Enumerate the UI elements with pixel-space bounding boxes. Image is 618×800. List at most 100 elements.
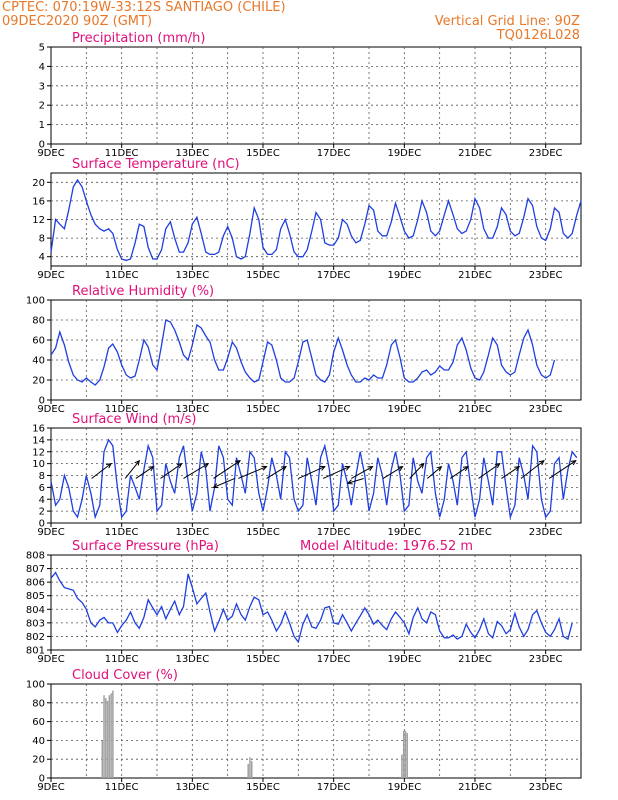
cloud-ytick-label: 80 bbox=[32, 698, 45, 709]
cloud-bar bbox=[103, 695, 105, 778]
cloud-bar bbox=[101, 740, 104, 778]
cloud-bar bbox=[110, 693, 112, 778]
header-model-id: TQ0126L028 bbox=[496, 28, 580, 43]
wind-arrow-head bbox=[418, 462, 425, 469]
cloud-bar bbox=[401, 754, 403, 778]
cloud-bar bbox=[402, 731, 405, 778]
pres-ytick-label: 801 bbox=[26, 646, 45, 657]
wind-arrow-head bbox=[367, 466, 374, 471]
temp-xtick-label: 21DEC bbox=[458, 270, 492, 281]
precip-frame bbox=[50, 46, 582, 145]
wind-arrow-shaft bbox=[124, 460, 140, 479]
temp-series-line bbox=[50, 178, 582, 262]
precip-xtick-label: 13DEC bbox=[175, 148, 209, 159]
precip-ytick-label: 0 bbox=[39, 140, 45, 151]
header-station: CPTEC: 070:19W-33:12S SANTIAGO (CHILE) bbox=[2, 0, 286, 15]
wind-arrow-shaft bbox=[382, 466, 403, 479]
temp-ytick-label: 8 bbox=[39, 234, 45, 245]
wind-arrow-shaft bbox=[520, 460, 545, 479]
wind-arrow-shaft bbox=[548, 460, 576, 479]
wind-arrow-head bbox=[436, 465, 443, 472]
cloud-bar bbox=[247, 763, 249, 778]
wind-arrow-shaft bbox=[322, 466, 350, 479]
cloud-bar bbox=[105, 698, 107, 778]
temp-ytick-label: 4 bbox=[39, 252, 45, 263]
precip-xtick-label: 21DEC bbox=[458, 148, 492, 159]
cloud-ytick-label: 0 bbox=[39, 774, 45, 785]
wind-ytick-label: 6 bbox=[39, 483, 45, 494]
temp-ytick-label: 16 bbox=[32, 196, 45, 207]
rh-xtick-label: 21DEC bbox=[458, 404, 492, 415]
precip-xtick-label: 11DEC bbox=[105, 148, 139, 159]
pres-xtick-label: 19DEC bbox=[387, 654, 421, 665]
cloud-bar bbox=[106, 700, 109, 778]
cloud-title: Cloud Cover (%) bbox=[72, 668, 178, 683]
wind-xtick-label: 19DEC bbox=[387, 527, 421, 538]
pres-ytick-label: 802 bbox=[26, 632, 45, 643]
temp-xtick-label: 11DEC bbox=[105, 270, 139, 281]
header-date: 09DEC2020 90Z (GMT) bbox=[2, 14, 152, 29]
pres-xtick-label: 15DEC bbox=[246, 654, 280, 665]
wind-arrow-head bbox=[346, 479, 353, 485]
pres-xtick-label: 17DEC bbox=[317, 654, 351, 665]
wind-arrow-head bbox=[106, 462, 113, 469]
rh-title: Relative Humidity (%) bbox=[72, 284, 214, 299]
pres-xtick-label: 21DEC bbox=[458, 654, 492, 665]
temp-xtick-label: 17DEC bbox=[317, 270, 351, 281]
rh-xtick-label: 23DEC bbox=[529, 404, 563, 415]
temp-xtick-label: 23DEC bbox=[529, 270, 563, 281]
cloud-bar bbox=[250, 761, 253, 778]
wind-arrow-head bbox=[212, 483, 219, 489]
pres-ytick-label: 807 bbox=[26, 564, 45, 575]
wind-arrow-head bbox=[570, 460, 577, 466]
wind-xtick-label: 13DEC bbox=[175, 527, 209, 538]
wind-arrow-shaft bbox=[213, 460, 241, 479]
cloud-bar bbox=[249, 757, 251, 778]
wind-arrow-head bbox=[397, 465, 404, 472]
temp-xtick-label: 19DEC bbox=[387, 270, 421, 281]
cloud-frame bbox=[50, 683, 582, 779]
wind-arrow-shaft bbox=[426, 466, 442, 479]
wind-arrow-shaft bbox=[160, 463, 183, 479]
pres-xtick-label: 13DEC bbox=[175, 654, 209, 665]
wind-ytick-label: 2 bbox=[39, 507, 45, 518]
rh-ytick-label: 60 bbox=[32, 336, 45, 347]
precip-ytick-label: 2 bbox=[39, 101, 45, 112]
wind-arrow-head bbox=[514, 465, 521, 472]
rh-xtick-label: 9DEC bbox=[37, 404, 64, 415]
cloud-ytick-label: 100 bbox=[26, 680, 45, 691]
temp-ytick-label: 20 bbox=[32, 178, 45, 189]
cloud-xtick-label: 11DEC bbox=[105, 782, 139, 793]
rh-xtick-label: 19DEC bbox=[387, 404, 421, 415]
rh-series-line bbox=[50, 319, 556, 386]
rh-xtick-label: 11DEC bbox=[105, 404, 139, 415]
cloud-ytick-label: 40 bbox=[32, 736, 45, 747]
pres-title: Surface Pressure (hPa) bbox=[72, 539, 219, 554]
rh-xtick-label: 17DEC bbox=[317, 404, 351, 415]
wind-ytick-label: 4 bbox=[39, 495, 45, 506]
temp-ytick-label: 12 bbox=[32, 215, 45, 226]
precip-xtick-label: 19DEC bbox=[387, 148, 421, 159]
temp-xtick-label: 15DEC bbox=[246, 270, 280, 281]
cloud-ytick-label: 60 bbox=[32, 717, 45, 728]
wind-arrow-shaft bbox=[409, 463, 425, 479]
pres-ytick-label: 805 bbox=[26, 591, 45, 602]
pres-xtick-label: 9DEC bbox=[37, 654, 64, 665]
pres-frame bbox=[50, 554, 582, 651]
rh-ytick-label: 20 bbox=[32, 376, 45, 387]
wind-arrow-shaft bbox=[183, 463, 209, 479]
pres-xtick-label: 11DEC bbox=[105, 654, 139, 665]
rh-xtick-label: 13DEC bbox=[175, 404, 209, 415]
pres-ytick-label: 803 bbox=[26, 618, 45, 629]
cloud-xtick-label: 19DEC bbox=[387, 782, 421, 793]
wind-arrow-head bbox=[462, 465, 469, 472]
cloud-xtick-label: 9DEC bbox=[37, 782, 64, 793]
wind-xtick-label: 15DEC bbox=[246, 527, 280, 538]
pres-subtitle: Model Altitude: 1976.52 m bbox=[300, 539, 473, 554]
pres-ytick-label: 806 bbox=[26, 578, 45, 589]
pres-ytick-label: 804 bbox=[26, 605, 45, 616]
wind-arrow-shaft bbox=[351, 466, 373, 479]
temp-xtick-label: 9DEC bbox=[37, 270, 64, 281]
wind-arrow-head bbox=[148, 465, 155, 472]
